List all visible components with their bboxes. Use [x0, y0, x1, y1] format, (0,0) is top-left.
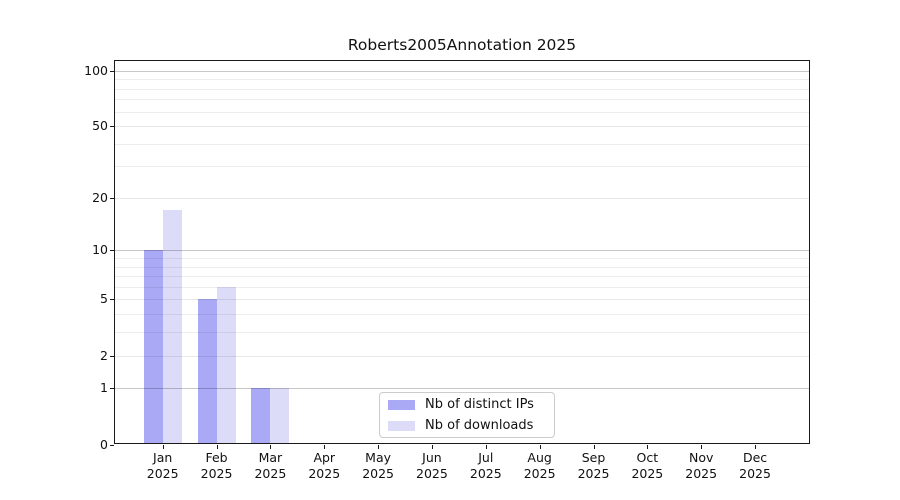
x-tick-dec [755, 445, 757, 449]
x-tick-label-nov: Nov 2025 [685, 450, 718, 481]
x-tick-mar [270, 445, 272, 449]
gridline-minor-30 [114, 166, 810, 168]
gridline-minor-80 [114, 88, 810, 90]
gridline-minor-9 [114, 258, 810, 259]
x-tick-oct [647, 445, 649, 449]
x-tick-jul [485, 445, 487, 449]
x-tick-label-jun: Jun 2025 [416, 450, 448, 481]
bar-nb-of-distinct-ips-feb [197, 299, 217, 444]
x-tick-nov [701, 445, 703, 449]
gridline-minor-7 [114, 276, 810, 278]
legend-swatch-distinct-ips [388, 399, 415, 410]
y-tick-0 [110, 444, 114, 446]
x-tick-label-oct: Oct 2025 [631, 450, 664, 481]
y-tick-10 [110, 250, 114, 252]
y-tick-2 [110, 355, 114, 357]
x-tick-jan [162, 445, 164, 449]
y-tick-label-1: 1 [100, 380, 108, 396]
y-tick-50 [110, 126, 114, 128]
gridline-minor-70 [114, 99, 810, 101]
gridline-20 [114, 197, 810, 199]
x-tick-label-aug: Aug 2025 [523, 450, 556, 481]
bar-nb-of-downloads-jan [162, 210, 182, 444]
legend-label-distinct-ips: Nb of distinct IPs [425, 397, 534, 412]
x-tick-label-sep: Sep 2025 [577, 450, 610, 481]
x-tick-label-apr: Apr 2025 [308, 450, 341, 481]
x-tick-label-jan: Jan 2025 [146, 450, 179, 481]
legend-swatch-downloads [388, 420, 415, 431]
x-tick-label-jul: Jul 2025 [469, 450, 502, 481]
gridline-minor-40 [114, 143, 810, 145]
bar-nb-of-downloads-feb [216, 286, 236, 444]
y-tick-label-50: 50 [92, 118, 108, 134]
y-tick-label-10: 10 [92, 242, 108, 258]
bar-nb-of-distinct-ips-mar [251, 388, 271, 444]
legend-item-distinct-ips: Nb of distinct IPs [380, 396, 554, 413]
y-tick-20 [110, 197, 114, 199]
x-tick-may [378, 445, 380, 449]
y-tick-label-0: 0 [100, 436, 108, 452]
gridline-100 [114, 70, 810, 72]
y-tick-100 [110, 70, 114, 72]
gridline-50 [114, 126, 810, 128]
legend-label-downloads: Nb of downloads [425, 418, 534, 433]
bar-nb-of-distinct-ips-jan [143, 250, 163, 444]
y-tick-label-5: 5 [100, 291, 108, 307]
y-tick-label-2: 2 [100, 347, 108, 363]
x-tick-aug [539, 445, 541, 449]
x-tick-apr [324, 445, 326, 449]
gridline-minor-90 [114, 79, 810, 81]
y-tick-label-20: 20 [92, 189, 108, 205]
legend-item-downloads: Nb of downloads [380, 417, 554, 434]
gridline-minor-60 [114, 111, 810, 113]
y-tick-5 [110, 299, 114, 301]
x-tick-label-feb: Feb 2025 [200, 450, 233, 481]
y-tick-label-100: 100 [84, 62, 108, 78]
x-tick-feb [216, 445, 218, 449]
chart-title: Roberts2005Annotation 2025 [347, 36, 577, 54]
x-tick-sep [593, 445, 595, 449]
bar-nb-of-downloads-mar [270, 388, 290, 444]
legend: Nb of distinct IPs Nb of downloads [379, 392, 555, 438]
x-tick-label-mar: Mar 2025 [254, 450, 287, 481]
x-tick-jun [431, 445, 433, 449]
gridline-10 [114, 250, 810, 252]
gridline-minor-8 [114, 266, 810, 268]
x-tick-label-dec: Dec 2025 [739, 450, 771, 481]
y-tick-1 [110, 388, 114, 390]
x-tick-label-may: May 2025 [362, 450, 394, 481]
